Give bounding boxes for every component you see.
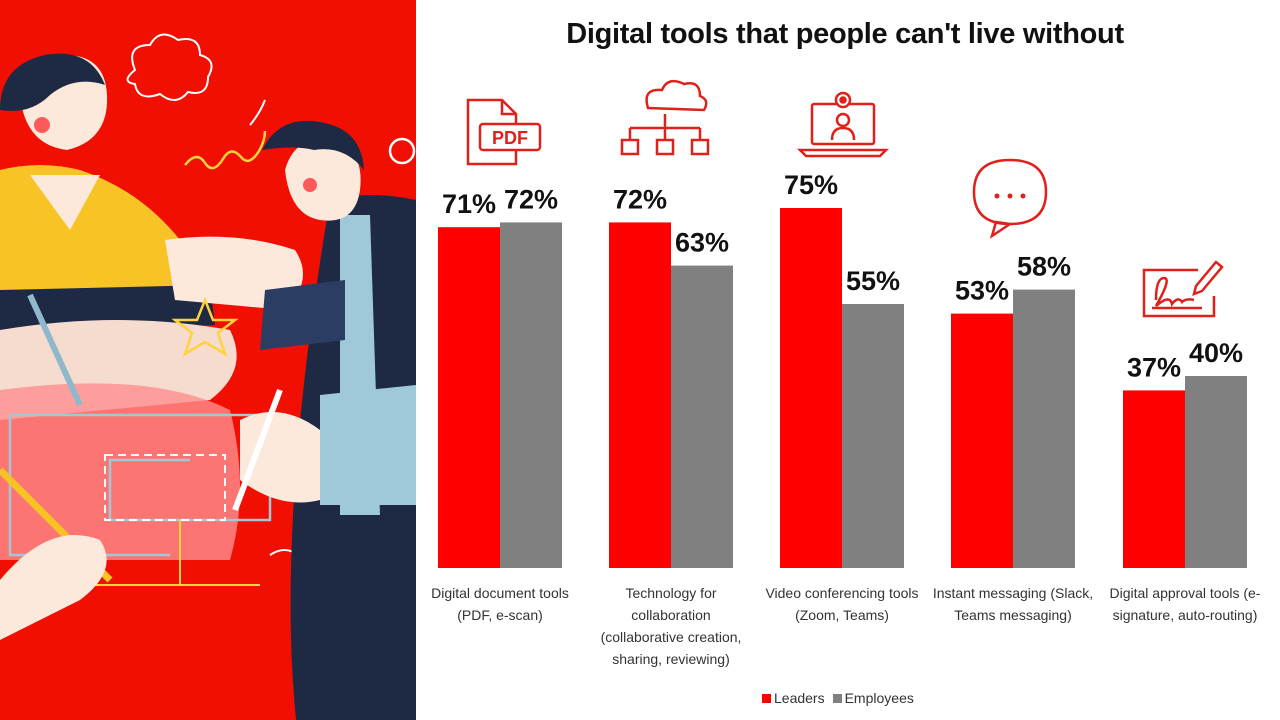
man-cheek [303, 178, 317, 192]
woman-cheek [34, 117, 50, 133]
pdf-file-icon: PDF [466, 98, 542, 166]
floorplan-lines [8, 413, 272, 557]
chat-bubble-icon [972, 158, 1048, 239]
illustration-panel [0, 0, 416, 720]
people-illustration [0, 33, 416, 720]
bar-employees-3 [1013, 289, 1075, 568]
bar-employees-1 [671, 265, 733, 568]
value-label-employees-3: 58% [1017, 252, 1071, 282]
value-label-employees-1: 63% [675, 228, 729, 258]
category-label-0: Digital document tools (PDF, e-scan) [431, 585, 569, 623]
svg-text:PDF: PDF [492, 128, 528, 148]
value-label-employees-2: 55% [846, 266, 900, 296]
category-label-4: Digital approval tools (e-signature, aut… [1110, 585, 1261, 623]
dashed-room [104, 454, 226, 521]
star-doodle [171, 296, 239, 357]
value-label-leaders-0: 71% [442, 189, 496, 219]
legend-item-leaders: Leaders [762, 690, 825, 706]
category-label-line: Digital document tools [431, 585, 569, 601]
value-label-leaders-2: 75% [784, 170, 838, 200]
category-labels-layer: Digital document tools (PDF, e-scan) Techn… [431, 585, 1261, 667]
value-label-leaders-1: 72% [613, 184, 667, 214]
squiggle-doodle [184, 130, 267, 170]
category-label-line: Instant messaging (Slack, [933, 585, 1093, 601]
category-label-line: Digital approval tools (e- [1110, 585, 1261, 601]
value-labels-layer: 71% 72% 75% 53% 37% 72% 63% 55% 58% 40% [442, 170, 1243, 382]
value-label-leaders-4: 37% [1127, 352, 1181, 382]
legend-label-leaders: Leaders [774, 690, 825, 706]
category-label-1: Technology for collaboration (collaborativ… [601, 585, 742, 667]
legend-item-employees: Employees [832, 690, 914, 706]
man-hair [262, 120, 364, 170]
man-face [285, 139, 361, 221]
value-label-leaders-3: 53% [955, 276, 1009, 306]
video-conference-icon [796, 91, 890, 158]
category-label-line: (PDF, e-scan) [457, 607, 543, 623]
bar-leaders-4 [1123, 390, 1185, 568]
value-label-employees-4: 40% [1189, 338, 1243, 368]
circle-doodle [388, 137, 416, 165]
bottom-hand [0, 535, 107, 640]
bar-leaders-3 [951, 313, 1013, 568]
category-label-line: collaboration [631, 607, 710, 623]
cloud-doodle [126, 33, 213, 101]
category-label-line: Teams messaging) [954, 607, 1072, 623]
legend-label-employees: Employees [844, 690, 914, 706]
category-label-line: signature, auto-routing) [1113, 607, 1258, 623]
bar-leaders-1 [609, 222, 671, 568]
man-hand [240, 412, 320, 503]
bars-layer [438, 208, 1247, 568]
chart-title: Digital tools that people can't live wit… [566, 18, 1124, 50]
legend: Leaders Employees [762, 690, 918, 706]
legend-swatch-leaders [762, 693, 771, 703]
category-label-3: Instant messaging (Slack, Teams messaging… [933, 585, 1093, 623]
value-label-employees-0: 72% [504, 184, 558, 214]
category-label-line: (collaborative creation, [601, 629, 742, 645]
bar-employees-4 [1185, 376, 1247, 568]
line-doodle [249, 99, 266, 126]
category-label-line: Technology for [625, 585, 716, 601]
sleeve [260, 280, 345, 350]
paper-sheet [0, 383, 240, 560]
category-label-2: Video conferencing tools (Zoom, Teams) [765, 585, 918, 623]
cloud-network-icon [620, 79, 710, 156]
pencil-white [232, 388, 283, 512]
bar-leaders-2 [780, 208, 842, 568]
woman-neck [30, 175, 100, 230]
category-label-line: Video conferencing tools [765, 585, 918, 601]
category-label-line: sharing, reviewing) [612, 651, 730, 667]
legend-swatch-employees [832, 693, 842, 703]
bar-employees-0 [500, 222, 562, 568]
e-signature-icon [1142, 260, 1224, 318]
pencil-blue [27, 293, 83, 407]
woman-hair [0, 53, 105, 111]
category-label-line: (Zoom, Teams) [795, 607, 889, 623]
man-cuff [320, 385, 416, 505]
bar-employees-2 [842, 304, 904, 568]
bar-leaders-0 [438, 227, 500, 568]
